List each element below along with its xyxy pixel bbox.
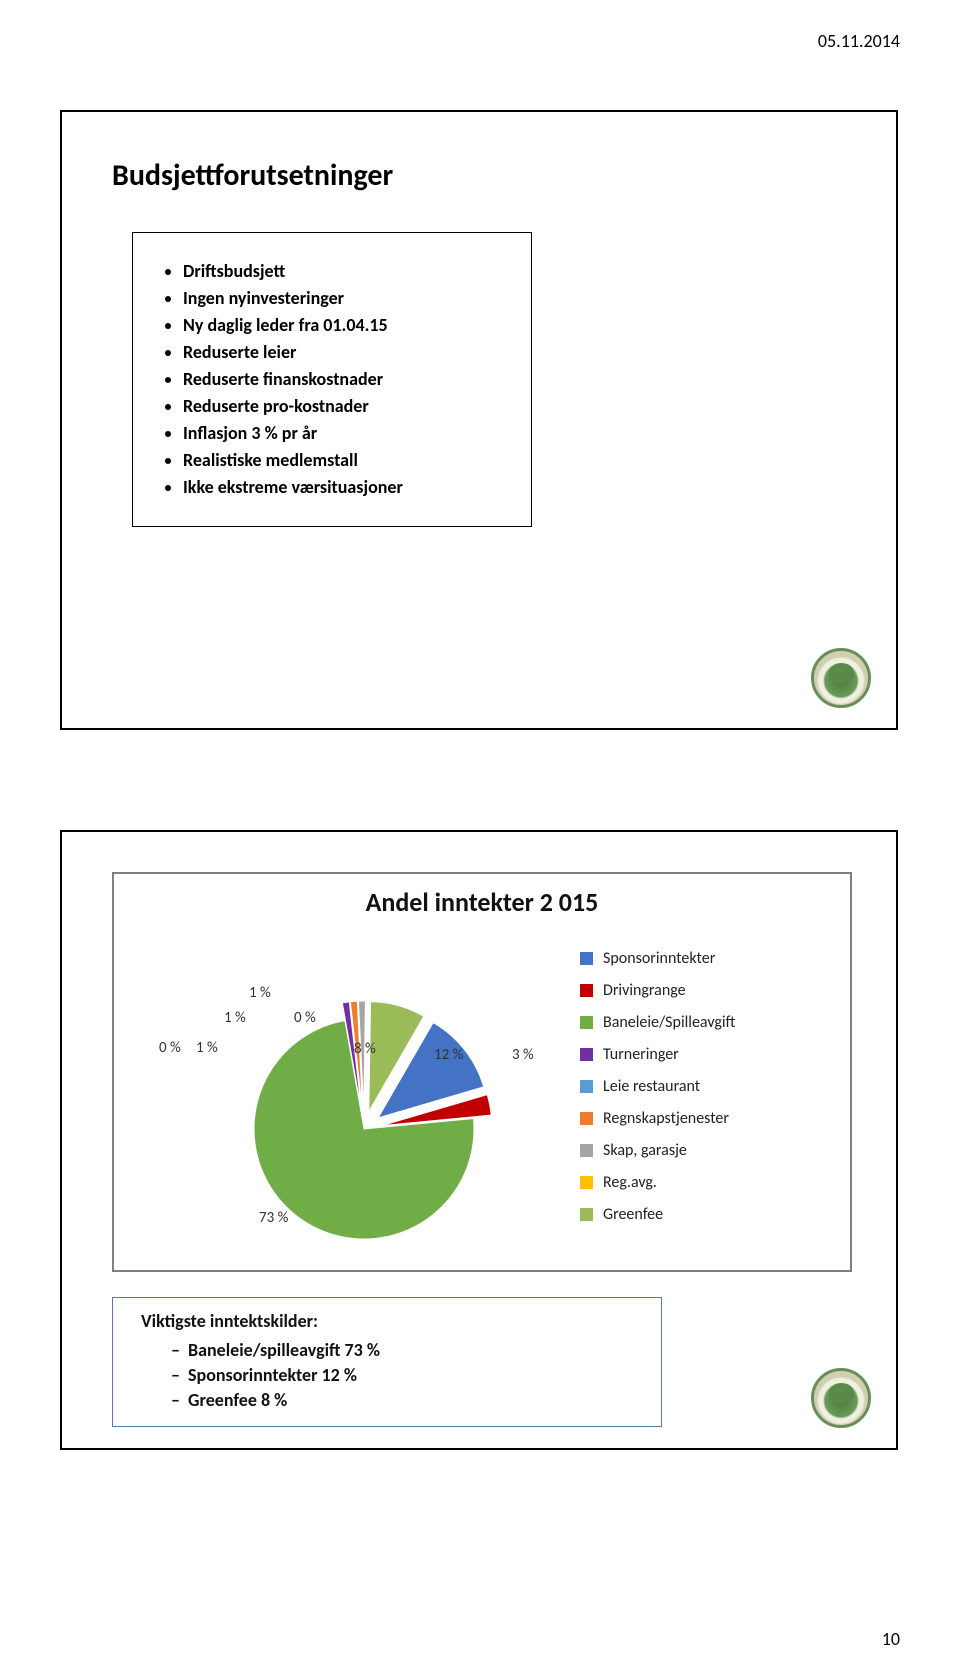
bullet-item: Realistiske medlemstall xyxy=(183,447,511,474)
pie-svg xyxy=(144,934,564,1264)
bullet-item: Driftsbudsjett xyxy=(183,258,511,285)
pie-chart: 12 %3 %73 %1 %0 %1 %1 %0 %8 % xyxy=(144,934,564,1264)
pct-label: 8 % xyxy=(354,1040,376,1058)
inntekt-list: Baneleie/spilleavgift 73 % Sponsorinntek… xyxy=(141,1338,643,1414)
page-number: 10 xyxy=(882,1628,900,1650)
pct-label: 12 % xyxy=(434,1046,463,1064)
inntekt-title: Viktigste inntektskilder: xyxy=(141,1310,643,1332)
legend-swatch xyxy=(580,1048,593,1061)
legend-item: Sponsorinntekter xyxy=(580,949,820,968)
bullet-item: Reduserte pro-kostnader xyxy=(183,393,511,420)
legend-label: Skap, garasje xyxy=(603,1141,687,1160)
legend-item: Leie restaurant xyxy=(580,1077,820,1096)
bullet-item: Ikke ekstreme værsituasjoner xyxy=(183,474,511,501)
legend-swatch xyxy=(580,1144,593,1157)
legend-label: Regnskapstjenester xyxy=(603,1109,729,1128)
pct-label: 1 % xyxy=(196,1039,218,1057)
pct-label: 3 % xyxy=(512,1046,534,1064)
slide-budsjettforutsetninger: Budsjettforutsetninger Driftsbudsjett In… xyxy=(60,110,898,730)
chart-legend: Sponsorinntekter Drivingrange Baneleie/Spi… xyxy=(580,949,820,1237)
legend-label: Leie restaurant xyxy=(603,1077,700,1096)
header-date: 05.11.2014 xyxy=(818,30,900,52)
inntekt-item: Sponsorinntekter 12 % xyxy=(171,1363,643,1388)
legend-swatch xyxy=(580,984,593,997)
golf-logo-icon xyxy=(811,648,871,708)
slide-chart: Andel inntekter 2 015 12 % 3 % 73 % 1 % 0 % 1… xyxy=(60,830,898,1450)
pct-label: 0 % xyxy=(294,1009,316,1027)
legend-item: Turneringer xyxy=(580,1045,820,1064)
golf-logo-icon xyxy=(811,1368,871,1428)
slide-title: Budsjettforutsetninger xyxy=(112,157,393,194)
legend-label: Baneleie/Spilleavgift xyxy=(603,1013,735,1032)
legend-label: Sponsorinntekter xyxy=(603,949,715,968)
legend-label: Reg.avg. xyxy=(603,1173,657,1192)
legend-item: Skap, garasje xyxy=(580,1141,820,1160)
bullet-item: Reduserte finanskostnader xyxy=(183,366,511,393)
legend-swatch xyxy=(580,952,593,965)
legend-swatch xyxy=(580,1208,593,1221)
bullet-box: Driftsbudsjett Ingen nyinvesteringer Ny … xyxy=(132,232,532,527)
inntekt-item: Greenfee 8 % xyxy=(171,1388,643,1413)
legend-label: Turneringer xyxy=(603,1045,679,1064)
legend-label: Drivingrange xyxy=(603,981,686,1000)
bullet-list: Driftsbudsjett Ingen nyinvesteringer Ny … xyxy=(168,258,511,501)
pct-label: 1 % xyxy=(224,1009,246,1027)
legend-item: Regnskapstjenester xyxy=(580,1109,820,1128)
legend-item: Drivingrange xyxy=(580,981,820,1000)
legend-item: Baneleie/Spilleavgift xyxy=(580,1013,820,1032)
chart-title: Andel inntekter 2 015 xyxy=(114,886,850,918)
legend-item: Greenfee xyxy=(580,1205,820,1224)
pct-label: 73 % xyxy=(259,1209,288,1227)
chart-container: Andel inntekter 2 015 12 % 3 % 73 % 1 % 0 % 1… xyxy=(112,872,852,1272)
bullet-item: Reduserte leier xyxy=(183,339,511,366)
bullet-item: Ingen nyinvesteringer xyxy=(183,285,511,312)
legend-swatch xyxy=(580,1016,593,1029)
pct-label: 0 % xyxy=(159,1039,181,1057)
legend-swatch xyxy=(580,1112,593,1125)
legend-label: Greenfee xyxy=(603,1205,663,1224)
inntekt-item: Baneleie/spilleavgift 73 % xyxy=(171,1338,643,1363)
bullet-item: Inflasjon 3 % pr år xyxy=(183,420,511,447)
pct-label: 1 % xyxy=(249,984,271,1002)
legend-swatch xyxy=(580,1080,593,1093)
legend-swatch xyxy=(580,1176,593,1189)
bullet-item: Ny daglig leder fra 01.04.15 xyxy=(183,312,511,339)
inntekt-box: Viktigste inntektskilder: Baneleie/spill… xyxy=(112,1297,662,1427)
legend-item: Reg.avg. xyxy=(580,1173,820,1192)
